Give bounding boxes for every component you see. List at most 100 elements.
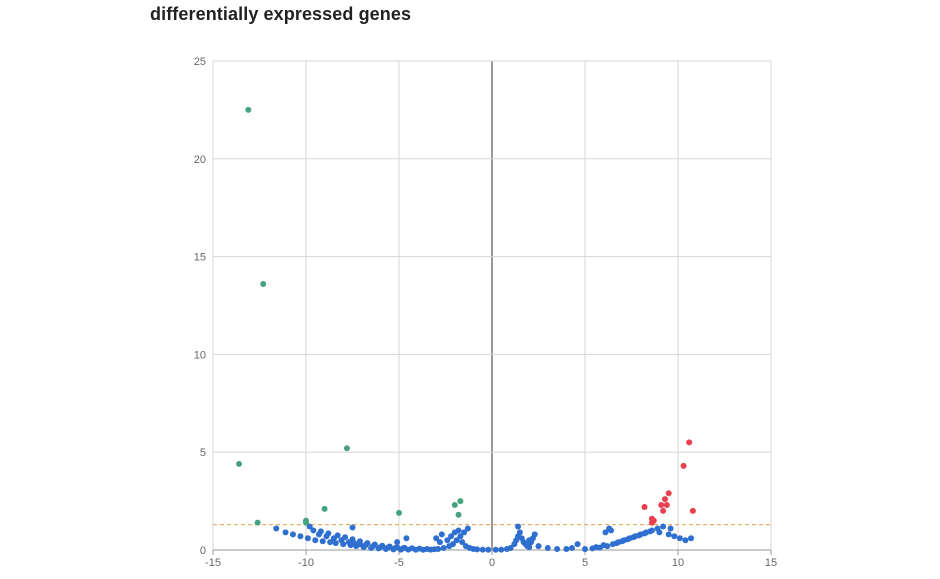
not_significant-point [273, 525, 280, 532]
not_significant-point [317, 528, 324, 535]
not_significant-point [371, 541, 378, 548]
not_significant-point [444, 537, 451, 544]
not_significant-point [660, 523, 667, 530]
down-point [457, 498, 464, 505]
not_significant-point [438, 531, 445, 538]
not_significant-point [342, 534, 349, 541]
not_significant-point [613, 540, 620, 547]
not_significant-point [304, 535, 311, 542]
not_significant-point [356, 538, 363, 545]
up-point [641, 503, 648, 510]
not_significant-point [485, 546, 492, 553]
up-point [680, 462, 687, 469]
x-tick-label: 15 [765, 557, 777, 569]
not_significant-point [619, 538, 626, 545]
not_significant-point [325, 530, 332, 537]
down-point [321, 505, 328, 512]
down-point [236, 460, 243, 467]
x-tick-label: -15 [205, 557, 221, 569]
not_significant-point [436, 539, 443, 546]
not_significant-point [440, 545, 447, 552]
not_significant-point [507, 545, 514, 552]
not_significant-point [282, 529, 289, 536]
not_significant-point [433, 535, 440, 542]
not_significant-point [349, 524, 356, 531]
down-point [343, 445, 350, 452]
data-points [236, 106, 696, 553]
not_significant-point [448, 533, 455, 540]
x-tick-label: 5 [582, 557, 588, 569]
not_significant-point [403, 535, 410, 542]
not_significant-point [423, 546, 430, 553]
not_significant-point [453, 537, 460, 544]
not_significant-point [386, 543, 393, 550]
chart-title: differentially expressed genes [150, 4, 412, 24]
not_significant-point [568, 545, 575, 552]
grid-lines [212, 60, 772, 555]
not_significant-point [416, 545, 423, 552]
down-point [245, 106, 252, 113]
x-tick-label: 0 [489, 557, 495, 569]
down-point [303, 519, 309, 526]
x-tick-label: -5 [394, 557, 404, 569]
y-tick-label: 10 [194, 349, 206, 361]
tick-labels: -15 -10 -5 0 5 10 15 0 5 10 15 20 25 [194, 56, 777, 569]
not_significant-point [334, 532, 341, 539]
not_significant-point [319, 538, 326, 545]
up-point [661, 496, 668, 503]
not_significant-point [492, 546, 499, 553]
x-tick-label: -10 [298, 557, 314, 569]
y-tick-label: 0 [200, 545, 206, 557]
not_significant-point [312, 537, 319, 544]
not_significant-point [554, 546, 561, 553]
not_significant-point [635, 532, 642, 539]
not_significant-point [624, 536, 631, 543]
not_significant-point [461, 529, 468, 536]
not_significant-point [647, 528, 654, 535]
down-point [455, 511, 462, 518]
not_significant-point [600, 542, 607, 549]
not_significant-point [306, 523, 313, 530]
not_significant-point [667, 525, 674, 532]
up-point [660, 507, 667, 514]
not_significant-point [310, 527, 317, 534]
not_significant-point [297, 533, 304, 540]
not_significant-point [394, 544, 401, 551]
not_significant-point [479, 546, 486, 553]
not_significant-point [364, 540, 371, 547]
not_significant-point [431, 546, 438, 553]
not_significant-point [289, 531, 296, 538]
not_significant-point [682, 537, 689, 544]
not_significant-point [688, 535, 695, 542]
up-point [689, 507, 696, 514]
down-point [260, 280, 267, 287]
not_significant-point [574, 541, 581, 548]
x-tick-label: 10 [672, 557, 684, 569]
not_significant-point [498, 546, 505, 553]
up-point [648, 519, 655, 526]
not_significant-point [641, 530, 648, 537]
not_significant-point [327, 539, 334, 546]
not_significant-point [449, 541, 456, 548]
not_significant-point [602, 529, 609, 536]
up-point [658, 502, 665, 509]
up-point [686, 439, 693, 446]
down-point [254, 519, 261, 526]
not_significant-point [516, 529, 523, 536]
not_significant-point [455, 527, 462, 534]
not_significant-point [349, 536, 356, 543]
not_significant-point [656, 529, 663, 536]
not_significant-point [563, 546, 570, 553]
not_significant-point [379, 542, 386, 549]
y-tick-label: 15 [194, 252, 206, 264]
not_significant-point [474, 546, 481, 553]
not_significant-point [531, 531, 538, 538]
y-tick-label: 25 [194, 56, 206, 68]
not_significant-point [544, 545, 551, 552]
not_significant-point [665, 531, 672, 538]
y-tick-label: 20 [194, 154, 206, 166]
not_significant-point [464, 525, 471, 532]
not_significant-point [409, 545, 416, 552]
not_significant-point [401, 544, 408, 551]
